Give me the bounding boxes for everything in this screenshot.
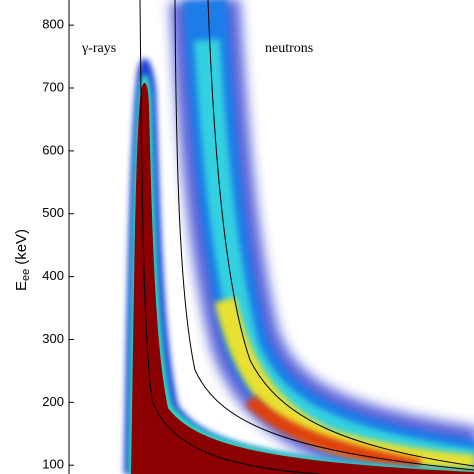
y-label-unit: (keV) [13,229,30,265]
y-tick-label: 800 [42,17,64,32]
y-tick-label: 300 [42,331,64,346]
y-tick-label: 700 [42,79,64,94]
y-tick-label: 600 [42,142,64,157]
density-map [124,0,474,474]
y-tick-label: 400 [42,268,64,283]
y-tick-label: 500 [42,205,64,220]
y-tick-label: 100 [42,457,64,472]
cut-line [174,0,474,471]
y-tick-label: 200 [42,394,64,409]
y-axis-label: Eee (keV) [13,229,32,291]
cut-line [139,0,321,474]
annotation: neutrons [265,41,313,56]
y-label-symbol: E [13,281,30,291]
cut-line [207,0,474,467]
annotation: γ-rays [81,41,116,56]
gamma-band-core [131,82,474,474]
y-label-subscript: ee [20,269,32,281]
